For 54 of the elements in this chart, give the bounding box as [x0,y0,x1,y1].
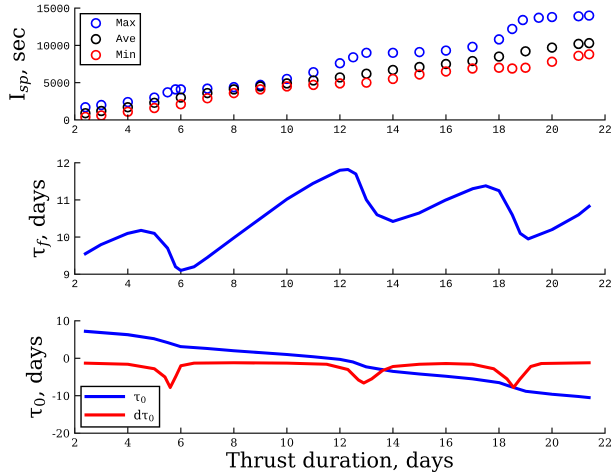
x-tick-label: 6 [178,280,184,288]
legend-label: Max [116,18,136,26]
x-tick-label: 2 [72,438,78,446]
x-tick-label: 2 [72,125,78,133]
y-axis-title: τ$_{0}$, days [26,336,46,418]
x-tick-label: 16 [440,125,452,133]
y-tick-label: 9 [64,270,70,278]
x-tick-label: 14 [387,126,400,133]
legend-label: dτ$_{0}$ [134,410,154,422]
y-tick-label: 10 [57,316,70,326]
x-tick-label: 10 [281,125,293,133]
x-tick-label: 16 [440,438,452,447]
y-tick-label: 0 [64,354,70,363]
y-axis-title: I$_{sp}$, sec [9,28,31,100]
x-tick-label: 6 [178,438,184,447]
x-tick-label: 18 [493,280,505,288]
x-axis-title: Thrust duration, days [226,452,453,472]
x-tick-label: 2 [72,280,78,288]
x-tick-label: 22 [598,438,612,446]
x-tick-label: 20 [546,280,558,288]
y-tick-label: -20 [52,429,70,438]
x-tick-label: 10 [281,280,293,288]
y-tick-label: 10 [57,234,70,242]
x-tick-label: 12 [334,438,346,446]
legend-label: Ave [116,34,136,42]
x-tick-label: 22 [599,125,611,133]
x-tick-label: 18 [493,125,505,133]
x-tick-label: 4 [125,280,131,288]
x-tick-label: 8 [231,125,236,133]
x-tick-label: 16 [440,280,452,288]
y-tick-label: 15000 [37,4,70,12]
x-tick-label: 14 [387,280,400,288]
x-tick-label: 20 [546,438,558,447]
x-tick-label: 14 [387,438,400,446]
x-tick-label: 20 [546,125,558,133]
x-tick-label: 12 [334,125,346,133]
legend-label: Min [116,50,135,58]
legend-label: τ$_{0}$ [134,394,146,404]
y-tick-label: 0 [64,116,70,124]
x-tick-label: 6 [178,125,184,133]
y-tick-label: 11 [57,196,70,204]
x-tick-label: 8 [231,438,237,447]
y-tick-label: 5000 [44,79,70,87]
x-tick-label: 22 [599,280,611,288]
x-tick-label: 12 [334,280,346,288]
x-tick-label: 18 [493,438,506,447]
x-tick-label: 4 [124,438,131,446]
y-tick-label: 10000 [37,42,70,50]
x-tick-label: 8 [231,280,236,288]
y-tick-label: -10 [52,392,70,400]
x-tick-label: 4 [125,126,131,133]
x-tick-label: 10 [281,438,294,447]
y-axis-title: τ$_{f}$, days [28,180,51,258]
y-tick-label: 12 [57,159,70,167]
